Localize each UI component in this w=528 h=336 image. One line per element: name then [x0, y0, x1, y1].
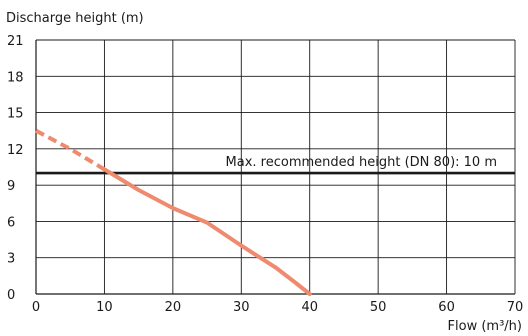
- x-tick-label: 30: [233, 300, 250, 315]
- grid: [35, 39, 516, 295]
- x-tick-label: 40: [301, 300, 318, 315]
- y-tick-label: 15: [7, 107, 24, 122]
- y-tick-label: 18: [7, 70, 24, 85]
- y-tick-label: 12: [7, 143, 24, 158]
- pump-curve: [35, 128, 312, 296]
- x-tick-label: 10: [96, 300, 113, 315]
- pump-curve-solid-segment: [102, 167, 312, 296]
- x-tick-label: 20: [165, 300, 182, 315]
- y-tick-label: 0: [7, 288, 15, 303]
- y-tick-label: 6: [7, 215, 15, 230]
- x-tick-label: 50: [370, 300, 387, 315]
- x-tick-label: 60: [438, 300, 455, 315]
- y-tick-label: 21: [7, 34, 24, 49]
- y-tick-label: 3: [7, 252, 15, 267]
- reference-line-label: Max. recommended height (DN 80): 10 m: [226, 155, 497, 170]
- pump-curve-dashed-segment: [35, 128, 106, 172]
- x-tick-label: 70: [507, 300, 524, 315]
- tick-labels: 0 10 20 30 40 50 60 70 0 3 6 9 12 15 18 21: [7, 34, 523, 315]
- x-tick-label: 0: [32, 300, 40, 315]
- y-tick-label: 9: [7, 179, 15, 194]
- y-axis-title: Discharge height (m): [6, 11, 144, 26]
- x-axis-title: Flow (m³/h): [448, 319, 522, 334]
